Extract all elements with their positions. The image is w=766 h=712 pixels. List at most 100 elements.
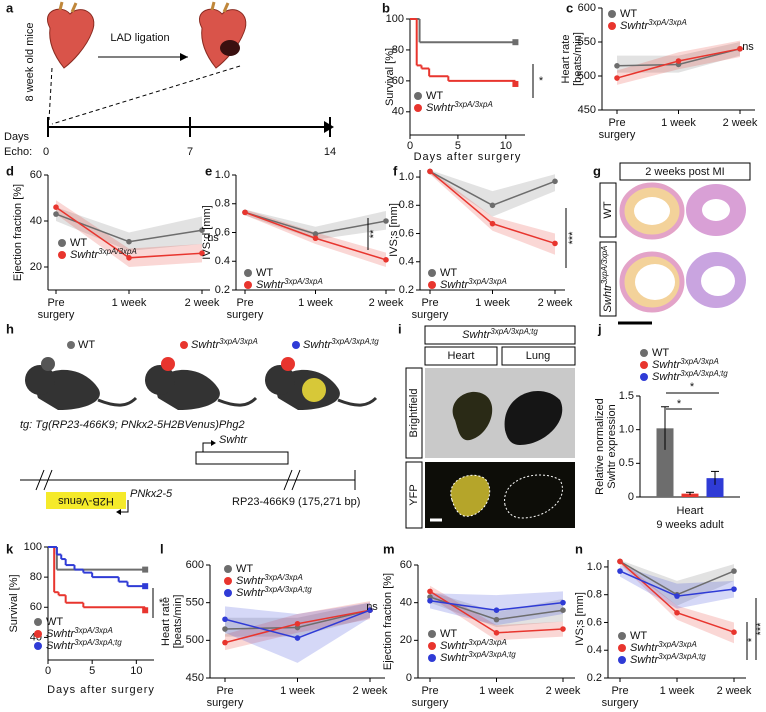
panel-label: m	[383, 541, 395, 556]
panel-label: k	[6, 541, 14, 556]
legend-label: WT	[440, 267, 457, 279]
panel-label: d	[6, 163, 14, 178]
x-tick-label: 5	[455, 140, 461, 152]
legend-label: Swhtr3xpA/3xpA;tg	[440, 650, 516, 664]
y-tick-label: 100	[24, 541, 42, 553]
annotation: **	[368, 229, 380, 238]
data-point	[674, 593, 680, 599]
heart-icon	[47, 1, 95, 69]
yfp-glow	[302, 378, 326, 402]
y-axis-label: Ejection fraction [%]	[382, 573, 394, 670]
heart-fluorescence	[450, 474, 491, 517]
x-tick-label: 2 week	[369, 297, 404, 309]
data-point	[199, 227, 205, 233]
x-tick-label: 5	[89, 665, 95, 677]
legend-marker	[58, 239, 66, 247]
cohort-label: 8 week old mice	[24, 23, 36, 102]
x-tick-label: Pre surgery	[38, 297, 75, 321]
x-tick-label: 1 week	[112, 297, 147, 309]
promoter-head	[116, 509, 121, 515]
data-point	[560, 599, 566, 606]
legend-label: Swhtr3xpA/3xpA	[46, 626, 113, 640]
mouse-head	[25, 365, 55, 395]
legend-marker	[618, 644, 626, 652]
row-label: Brightfield	[408, 389, 420, 438]
mouse-head	[145, 365, 175, 395]
mouse-head	[265, 365, 295, 395]
data-point	[617, 558, 623, 565]
annotation: *	[690, 381, 695, 393]
legend-label: Swhtr3xpA/3xpA	[440, 277, 507, 291]
legend-label: Swhtr3xpA/3xpA	[620, 18, 687, 32]
data-point	[427, 168, 433, 175]
legend-label: Swhtr3xpA/3xpA;tg	[652, 369, 728, 383]
x-tick-label: 1 week	[280, 685, 315, 697]
y-tick-label: 0.5	[619, 457, 634, 469]
data-point	[614, 63, 620, 69]
column-label: Lung	[526, 350, 550, 362]
data-point	[731, 568, 737, 574]
legend-label: WT	[630, 630, 647, 642]
legend-label: Swhtr3xpA/3xpA	[630, 640, 697, 654]
y-tick-label: 1.0	[399, 171, 414, 183]
panel-i: i Swhtr3xpA/3xpA;tg Heart Lung Brightfie…	[398, 321, 576, 529]
transgene-label: tg: Tg(RP23-466K9; PNkx2-5H2BVenus)Phg2	[20, 419, 245, 431]
dash-line	[51, 65, 241, 125]
y-tick-label: 0.2	[215, 284, 230, 296]
legend-label: Swhtr3xpA/3xpA;tg	[630, 652, 706, 666]
legend-label: Swhtr3xpA/3xpA	[70, 247, 137, 261]
y-tick-label: 1.0	[215, 169, 230, 181]
heart-icon-infarct	[199, 1, 247, 69]
x-tick-label: Pre surgery	[602, 685, 639, 709]
data-point	[242, 209, 248, 216]
genotype-title: Swhtr3xpA/3xpA;tg	[462, 327, 538, 341]
echo-label: Echo:	[4, 146, 32, 158]
annotation: *	[677, 398, 682, 410]
legend-label: WT	[46, 616, 63, 628]
legend-marker	[618, 632, 626, 640]
infarct	[220, 40, 240, 56]
legend-marker	[428, 630, 436, 638]
y-tick-label: 40	[30, 215, 42, 227]
legend-label: WT	[620, 8, 637, 20]
legend-marker	[428, 642, 436, 650]
legend-marker	[224, 565, 232, 573]
row-box	[405, 367, 423, 459]
legend-label: Swhtr3xpA/3xpA;tg	[236, 585, 312, 599]
legend-marker	[414, 92, 422, 100]
column-box	[501, 346, 576, 366]
section-lumen	[702, 199, 730, 221]
arrow-head	[180, 53, 188, 61]
section-lumen	[635, 264, 675, 300]
y-tick-label: 40	[400, 597, 412, 609]
y-tick-label: 80	[30, 571, 42, 583]
x-tick-label: 2 week	[546, 685, 581, 697]
x-axis-label: Days after surgery	[47, 684, 155, 696]
dash-line	[48, 67, 53, 121]
censor-marker	[142, 583, 149, 590]
panel-label: i	[398, 321, 402, 336]
y-tick-label: 20	[30, 261, 42, 273]
legend-marker	[428, 654, 436, 662]
panel-title: 2 weeks post MI	[645, 166, 724, 178]
y-tick-label: 60	[30, 169, 42, 181]
legend-label: WT	[256, 267, 273, 279]
bar	[681, 493, 699, 497]
x-tick-label: Heart	[677, 505, 704, 517]
mouse-tail	[97, 396, 138, 407]
row-box	[599, 182, 617, 238]
data-point	[367, 607, 373, 613]
annotation: *	[159, 597, 164, 609]
data-point	[731, 586, 737, 592]
data-point	[737, 46, 743, 52]
section-lumen	[634, 197, 670, 225]
legend-label: Swhtr3xpA/3xpA	[426, 100, 493, 114]
y-tick-label: 0.6	[587, 616, 602, 628]
y-tick-label: 80	[392, 44, 404, 56]
data-point	[560, 607, 566, 613]
x-tick-label: 2 week	[723, 117, 758, 129]
y-tick-label: 600	[578, 2, 596, 14]
x-tick-label: 0	[45, 665, 51, 677]
legend-marker	[224, 589, 232, 597]
